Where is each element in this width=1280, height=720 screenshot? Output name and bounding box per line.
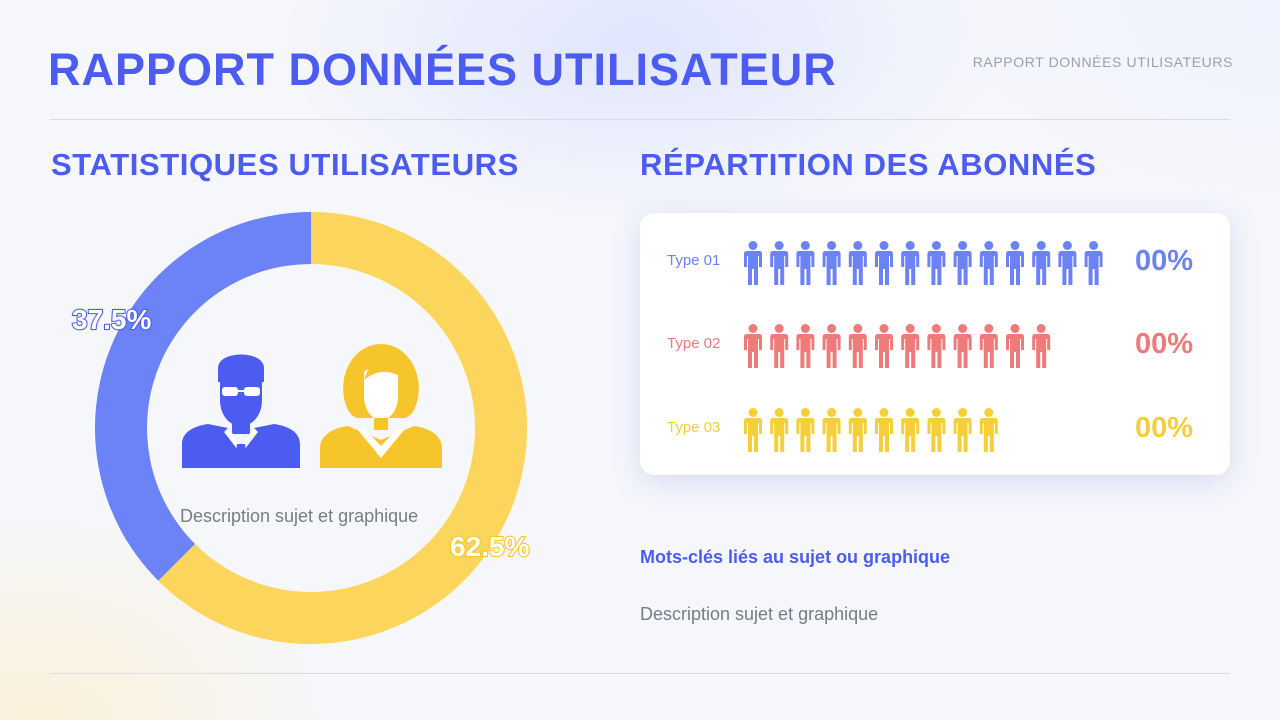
person-icon xyxy=(875,324,893,368)
person-icon xyxy=(1032,241,1051,285)
person-icon xyxy=(875,241,893,285)
top-divider xyxy=(50,119,1230,120)
person-icon xyxy=(744,241,762,285)
person-icon xyxy=(796,241,815,285)
person-icon xyxy=(927,408,946,452)
person-icon xyxy=(744,408,762,452)
person-icon xyxy=(1006,324,1024,368)
blue-segment-label: 37.5% xyxy=(71,303,152,336)
bottom-divider xyxy=(50,673,1230,674)
type-01-row: Type 01 00% xyxy=(640,237,1230,287)
woman-icon xyxy=(320,344,442,468)
person-icon xyxy=(796,408,815,452)
type-02-row: Type 02 00% xyxy=(640,320,1230,370)
yellow-segment-label: 62.5% xyxy=(449,530,530,563)
person-icon xyxy=(770,408,789,452)
type-03-pictograph xyxy=(744,408,998,452)
donut-segment-yellow xyxy=(158,212,527,644)
person-icon xyxy=(953,324,972,368)
person-icon xyxy=(744,324,762,368)
type-01-value: 00% xyxy=(1135,245,1194,277)
person-icon xyxy=(953,408,972,452)
person-icon xyxy=(822,241,841,285)
person-icon xyxy=(979,408,998,452)
person-icon xyxy=(848,324,867,368)
page-title: RAPPORT DONNÉES UTILISATEUR xyxy=(48,44,837,95)
person-icon xyxy=(1032,324,1051,368)
person-icon xyxy=(875,408,893,452)
type-03-row: Type 03 00% xyxy=(640,404,1230,454)
type-02-value: 00% xyxy=(1135,328,1194,360)
type-01-label: Type 01 xyxy=(667,252,721,269)
type-03-value: 00% xyxy=(1135,412,1194,444)
type-01-pictograph xyxy=(744,241,1103,285)
man-with-sunglasses-icon xyxy=(182,354,300,468)
person-icon xyxy=(1084,241,1103,285)
type-02-label: Type 02 xyxy=(667,335,721,352)
person-icon xyxy=(1058,241,1077,285)
donut-description: Description sujet et graphique xyxy=(180,506,419,526)
corner-label: RAPPORT DONNÉES UTILISATEURS xyxy=(972,54,1233,70)
type-03-label: Type 03 xyxy=(667,419,721,436)
subscribers-section-title: RÉPARTITION DES ABONNÉS xyxy=(640,147,1097,182)
person-icon xyxy=(901,241,920,285)
person-icon xyxy=(979,241,998,285)
donut-chart xyxy=(95,212,527,644)
type-02-pictograph xyxy=(744,324,1051,368)
person-icon xyxy=(953,241,972,285)
person-icon xyxy=(927,241,946,285)
person-icon xyxy=(901,324,920,368)
person-icon xyxy=(927,324,946,368)
stats-section-title: STATISTIQUES UTILISATEURS xyxy=(51,147,519,182)
person-icon xyxy=(848,408,867,452)
person-icon xyxy=(822,324,841,368)
person-icon xyxy=(848,241,867,285)
keywords-text: Mots-clés liés au sujet ou graphique xyxy=(640,547,951,567)
donut-segment-blue xyxy=(95,212,311,581)
person-icon xyxy=(770,324,789,368)
subscribers-card: Type 01 00% Type 02 00% Type 03 00% xyxy=(640,213,1230,475)
person-icon xyxy=(1006,241,1024,285)
person-icon xyxy=(822,408,841,452)
person-icon xyxy=(901,408,920,452)
person-icon xyxy=(979,324,998,368)
subscribers-description: Description sujet et graphique xyxy=(640,604,879,624)
person-icon xyxy=(796,324,815,368)
person-icon xyxy=(770,241,789,285)
